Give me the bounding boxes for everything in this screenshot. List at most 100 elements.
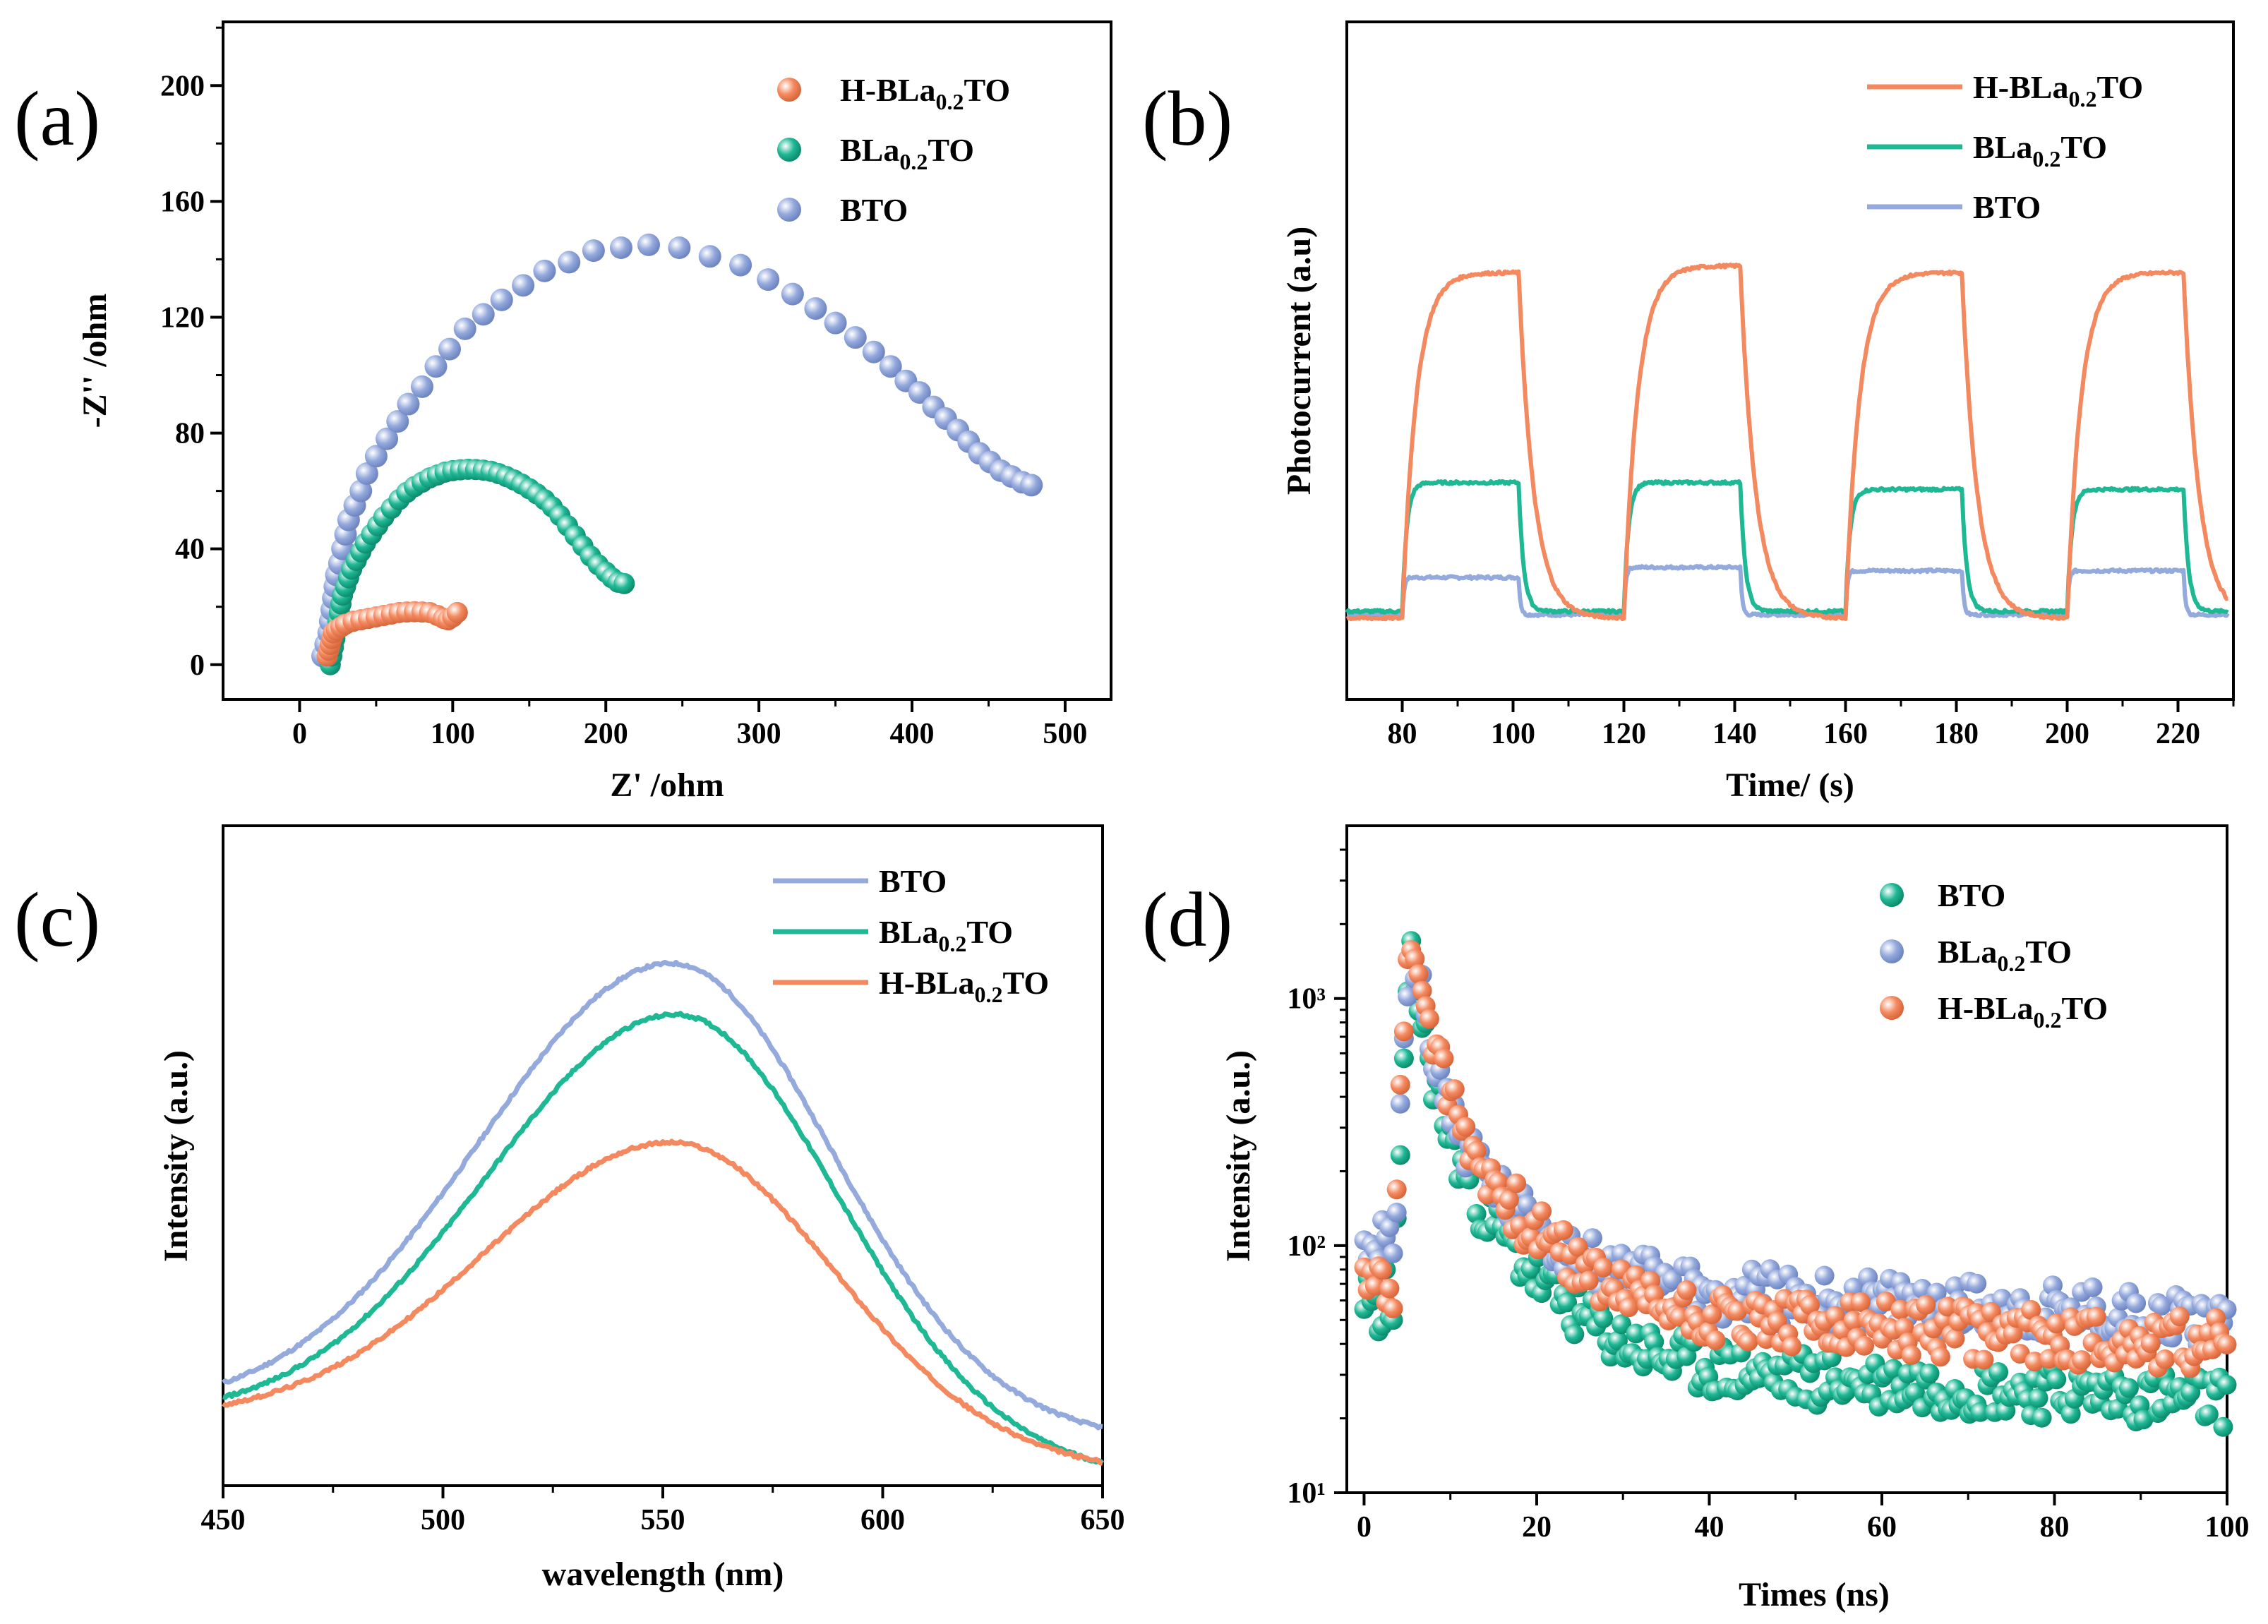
a-point-2-37: [824, 311, 847, 335]
d-point-2-87: [1669, 1306, 1690, 1327]
a-point-2-38: [844, 326, 867, 349]
d-point-2-137: [1850, 1292, 1871, 1312]
b-legend-text-1-sub: 0.2: [2032, 146, 2060, 172]
c-legend-text-2-post: TO: [1002, 965, 1049, 1001]
d-point-2-5: [1372, 1260, 1393, 1280]
panel-c-ylabel: Intensity (a.u.): [157, 1050, 195, 1262]
a-point-2-30: [637, 233, 660, 256]
d-point-0-75: [1626, 1323, 1646, 1344]
d-point-0-195: [2060, 1404, 2081, 1424]
a-point-2-19: [410, 375, 433, 398]
d-point-0-71: [1612, 1314, 1631, 1335]
d-point-2-225: [2169, 1306, 2190, 1327]
b-xtick-label-1: 100: [1491, 718, 1535, 750]
d-point-2-28: [1456, 1117, 1476, 1137]
d-point-2-22: [1434, 1048, 1454, 1069]
d-point-0-186: [2028, 1388, 2048, 1408]
panel-b-ticks: 80 100 120 140 160 180 200 220: [1388, 699, 2235, 750]
d-point-2-96: [1702, 1304, 1722, 1325]
panel-c-xlabel: wavelength (nm): [542, 1556, 784, 1593]
d-xtick-label-3: 60: [1867, 1511, 1897, 1544]
b-legend-text-0-post: TO: [2096, 69, 2143, 105]
c-xtick-label-0: 450: [201, 1504, 246, 1536]
a-point-2-15: [364, 445, 388, 468]
panel-a: (a) Z' /ohm -Z'' /ohm 0 100 200 300 400 500 0 4…: [14, 20, 1112, 804]
b-xtick-label-2: 120: [1602, 718, 1646, 750]
d-legend-text-1-main: BLa: [1938, 934, 1997, 970]
d-ytick-label-0: 10¹: [1287, 1477, 1326, 1510]
d-point-0-80: [1644, 1332, 1664, 1352]
c-legend-text-2-main: H-BLa: [879, 965, 974, 1001]
d-point-2-159: [1930, 1347, 1950, 1367]
panel-d-ylabel: Intensity (a.u.): [1220, 1050, 1257, 1262]
a-ytick-label-0: 0: [190, 649, 205, 682]
d-point-2-184: [2021, 1300, 2041, 1320]
d-point-2-42: [1506, 1173, 1527, 1193]
d-legend-marker-2: [1880, 996, 1904, 1020]
d-point-1-201: [2082, 1277, 2103, 1297]
a-point-2-40: [879, 355, 902, 378]
d-point-0-175: [1988, 1362, 2008, 1383]
a-legend-marker-0: [777, 78, 801, 102]
d-point-2-10: [1390, 1074, 1410, 1095]
d-point-2-16: [1412, 980, 1432, 1001]
d-series-2: [1354, 940, 2237, 1378]
c-legend-text-0-main: BTO: [879, 863, 947, 899]
panel-b-label: (b): [1142, 76, 1232, 162]
a-point-2-24: [490, 288, 513, 311]
b-line-1: [1345, 479, 2229, 615]
d-point-0-238: [2216, 1375, 2237, 1395]
a-point-2-29: [609, 236, 632, 259]
d-point-1-63: [1582, 1228, 1602, 1249]
a-ytick-label-2: 80: [175, 418, 205, 450]
d-point-2-25: [1444, 1079, 1465, 1100]
d-xtick-label-0: 0: [1357, 1511, 1372, 1544]
c-line-0: [221, 959, 1103, 1431]
b-line-0: [1345, 263, 2229, 622]
d-point-2-66: [1593, 1257, 1614, 1277]
a-point-2-32: [698, 245, 721, 268]
a-ytick-label-5: 200: [160, 70, 205, 102]
d-point-2-151: [1901, 1345, 1921, 1365]
d-point-0-56: [1557, 1292, 1577, 1313]
d-point-2-144: [1876, 1292, 1896, 1312]
a-point-2-42: [908, 381, 931, 404]
d-point-1-10: [1390, 1093, 1410, 1114]
d-point-0-58: [1564, 1324, 1585, 1345]
panel-b-frame: [1345, 20, 2235, 701]
d-point-2-189: [2039, 1349, 2059, 1369]
d-xtick-label-1: 20: [1522, 1511, 1552, 1544]
a-point-2-31: [668, 236, 691, 259]
a-point-2-16: [376, 427, 399, 450]
panel-b-data: [1345, 263, 2230, 622]
a-legend-text-0: H-BLa0.2TO: [840, 72, 1010, 114]
d-legend-text-1-post: TO: [2025, 934, 2072, 970]
c-legend-text-2-sub: 0.2: [974, 982, 1002, 1007]
d-point-2-181: [2010, 1344, 2030, 1364]
c-legend-text-1-sub: 0.2: [938, 931, 966, 956]
d-point-2-149: [1894, 1318, 1914, 1337]
a-legend-text-1-sub: 0.2: [899, 149, 928, 174]
panel-b-xlabel: Time/ (s): [1726, 766, 1854, 804]
c-legend-text-0: BTO: [879, 863, 947, 899]
d-point-1-220: [2152, 1295, 2172, 1316]
d-point-2-148: [1890, 1299, 1911, 1320]
a-point-2-39: [862, 340, 885, 363]
d-point-0-11: [1393, 1048, 1414, 1069]
panel-b: (b) Time/ (s) Photocurrent (a.u) 80 100 12…: [1142, 20, 2235, 804]
d-point-1-8: [1383, 1243, 1403, 1263]
a-point-2-35: [781, 282, 804, 306]
c-legend-text-1-main: BLa: [879, 914, 938, 950]
panel-d-data: [1354, 931, 2237, 1437]
a-legend-text-0-main: H-BLa: [840, 72, 935, 108]
panel-d: (d) Times (ns) Intensity (a.u.) 0 20 40 60 8…: [1142, 824, 2250, 1613]
a-ytick-label-1: 40: [175, 534, 205, 566]
d-point-2-40: [1499, 1190, 1519, 1210]
panel-a-ylabel: -Z'' /ohm: [76, 294, 114, 428]
d-legend-text-2-main: H-BLa: [1938, 990, 2033, 1026]
b-xtick-label-5: 180: [1934, 718, 1979, 750]
a-point-2-20: [424, 355, 448, 378]
